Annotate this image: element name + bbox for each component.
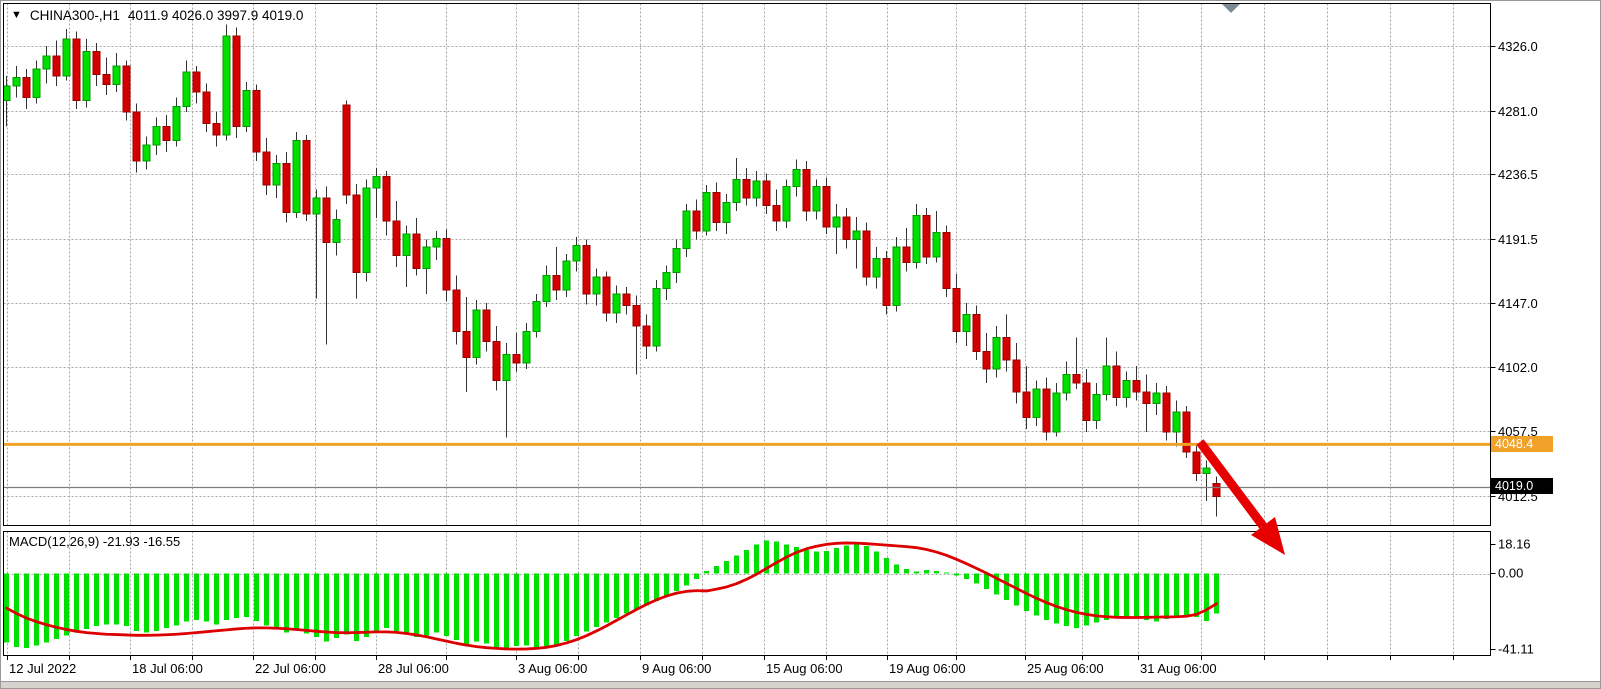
macd-histogram: [4, 540, 1219, 649]
trend-arrow[interactable]: [1196, 439, 1285, 555]
symbol-period-label: CHINA300-,H1: [29, 8, 120, 23]
scroll-marker-icon[interactable]: [1222, 4, 1240, 13]
price-axis-label: 4191.5: [1498, 232, 1538, 247]
chart-dropdown-icon[interactable]: ▼: [11, 9, 22, 21]
time-axis-label: 25 Aug 06:00: [1027, 661, 1104, 676]
price-axis-label: 4147.0: [1498, 296, 1538, 311]
macd-axis-label: 0.00: [1498, 566, 1523, 581]
price-axis-label: 4057.5: [1498, 424, 1538, 439]
price-axis-label: 4236.5: [1498, 167, 1538, 182]
price-axis-label: 4102.0: [1498, 360, 1538, 375]
ohlc-values: 4011.9 4026.0 3997.9 4019.0: [127, 8, 304, 23]
macd-axis-label: -41.11: [1498, 642, 1534, 657]
panel-borders: [3, 3, 1491, 656]
orange-price-badge: 4048.4: [1491, 436, 1553, 452]
time-axis-label: 15 Aug 06:00: [766, 661, 843, 676]
time-axis-label: 28 Jul 06:00: [378, 661, 449, 676]
time-axis-label: 3 Aug 06:00: [518, 661, 587, 676]
macd-signal-line: [5, 541, 1218, 651]
time-axis-label: 19 Aug 06:00: [889, 661, 966, 676]
price-axis-label: 4326.0: [1498, 39, 1538, 54]
chart-header: ▼ CHINA300-,H1 4011.9 4026.0 3997.9 4019.0: [11, 8, 303, 23]
price-axis-label: 4281.0: [1498, 104, 1538, 119]
time-axis-label: 22 Jul 06:00: [255, 661, 326, 676]
window-bottom-strip: [1, 681, 1600, 688]
time-axis-label: 9 Aug 06:00: [642, 661, 711, 676]
macd-indicator-label: MACD(12,26,9) -21.93 -16.55: [9, 534, 181, 549]
time-axis-label: 31 Aug 06:00: [1140, 661, 1217, 676]
axes: 4326.0 4281.0 4236.5 4191.5 4147.0 4102.0 4057…: [7, 39, 1538, 676]
time-axis-label: 12 Jul 2022: [9, 661, 76, 676]
current-price-badge: 4019.0: [1491, 478, 1553, 494]
time-axis-label: 18 Jul 06:00: [132, 661, 203, 676]
candlestick-series: [3, 24, 1221, 517]
macd-axis-label: 18.16: [1498, 537, 1531, 552]
